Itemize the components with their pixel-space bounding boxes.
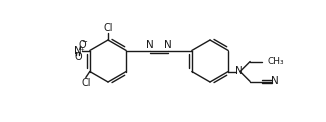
- Text: N: N: [235, 66, 243, 76]
- Text: +: +: [80, 47, 84, 52]
- Text: N: N: [74, 46, 82, 56]
- Text: CH₃: CH₃: [267, 57, 284, 66]
- Text: Cl: Cl: [103, 23, 113, 33]
- Text: O: O: [78, 40, 86, 50]
- Text: O: O: [74, 52, 82, 62]
- Text: Cl: Cl: [81, 77, 91, 87]
- Text: N: N: [146, 41, 154, 51]
- Text: N: N: [164, 41, 172, 51]
- Text: −: −: [82, 39, 87, 45]
- Text: N: N: [271, 76, 279, 86]
